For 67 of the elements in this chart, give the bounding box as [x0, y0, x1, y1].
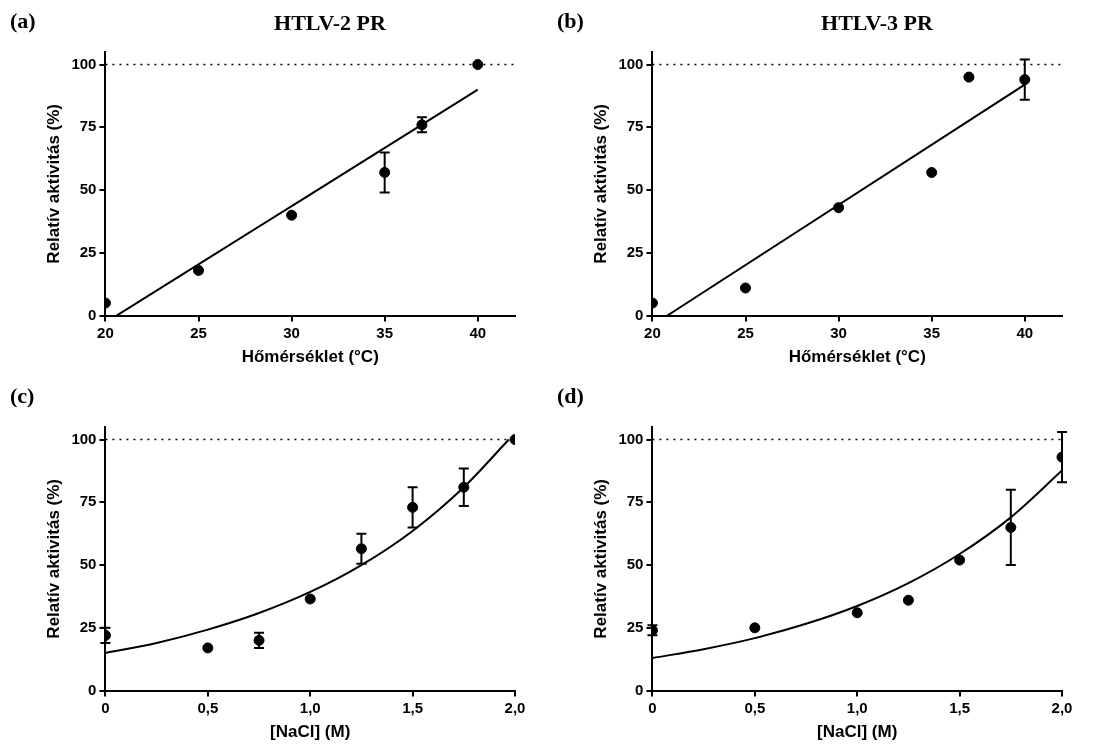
text: (d): [557, 383, 584, 409]
y-tick-label: 25: [79, 242, 97, 260]
chart-title: HTLV-3 PR: [820, 10, 934, 36]
y-axis-title: Relatív aktivitás (%): [43, 478, 63, 639]
x-tick-label: 0: [648, 698, 657, 716]
x-axis-title: Hőmérséklet (°C): [788, 347, 926, 367]
y-tick-label: 75: [626, 117, 644, 135]
x-tick-label: 40: [469, 323, 487, 341]
x-tick-label: 30: [283, 323, 300, 341]
point: [902, 594, 914, 606]
y-tick-label: 0: [88, 305, 97, 323]
x-tick-label: 1,0: [299, 698, 321, 716]
y-tick-label: 50: [626, 180, 644, 198]
x-tick-label: 2,0: [1051, 698, 1073, 716]
x-axis-title: Hőmérséklet (°C): [241, 347, 379, 367]
text: (a): [10, 8, 36, 34]
x-tick-label: 1,0: [846, 698, 868, 716]
x-tick-label: 1,5: [402, 698, 424, 716]
y-tick-label: 0: [635, 680, 644, 698]
y-tick-label: 100: [618, 429, 644, 447]
point: [286, 209, 298, 221]
text: (b): [557, 8, 584, 34]
y-tick-label: 75: [79, 117, 97, 135]
x-tick-label: 25: [737, 323, 754, 341]
x-tick-label: 20: [644, 323, 661, 341]
point: [472, 59, 484, 71]
point: [304, 593, 316, 605]
x-tick-label: 35: [923, 323, 941, 341]
text: (c): [10, 383, 35, 409]
x-axis-title: [NaCl] (M): [817, 722, 898, 742]
x-tick-label: 30: [830, 323, 847, 341]
y-axis-title: Relatív aktivitás (%): [590, 478, 610, 639]
x-tick-label: 25: [190, 323, 207, 341]
x-tick-label: 1,5: [949, 698, 971, 716]
x-tick-label: 0,5: [197, 698, 219, 716]
y-tick-label: 100: [618, 54, 644, 72]
point: [833, 202, 845, 214]
y-tick-label: 100: [71, 54, 97, 72]
point: [202, 642, 214, 654]
y-tick-label: 50: [79, 180, 97, 198]
point: [926, 167, 938, 178]
point: [749, 622, 761, 634]
x-tick-label: 0,5: [744, 698, 766, 716]
x-tick-label: 0: [101, 698, 110, 716]
y-tick-label: 50: [79, 555, 97, 573]
y-tick-label: 75: [626, 492, 644, 510]
y-tick-label: 25: [79, 617, 97, 635]
y-axis-title: Relatív aktivitás (%): [43, 103, 63, 264]
point: [851, 607, 863, 619]
y-tick-label: 25: [626, 242, 644, 260]
x-tick-label: 20: [97, 323, 114, 341]
point: [193, 264, 205, 276]
y-tick-label: 50: [626, 555, 644, 573]
y-tick-label: 75: [79, 492, 97, 510]
point: [740, 282, 752, 294]
x-tick-label: 40: [1016, 323, 1034, 341]
point: [954, 554, 966, 566]
y-axis-title: Relatív aktivitás (%): [590, 103, 610, 264]
y-tick-label: 25: [626, 617, 644, 635]
x-axis-title: [NaCl] (M): [270, 722, 351, 742]
chart-title: HTLV-2 PR: [273, 10, 387, 36]
x-tick-label: 35: [376, 323, 394, 341]
x-tick-label: 2,0: [504, 698, 526, 716]
y-tick-label: 100: [71, 429, 97, 447]
y-tick-label: 0: [88, 680, 97, 698]
y-tick-label: 0: [635, 305, 644, 323]
point: [963, 71, 975, 83]
